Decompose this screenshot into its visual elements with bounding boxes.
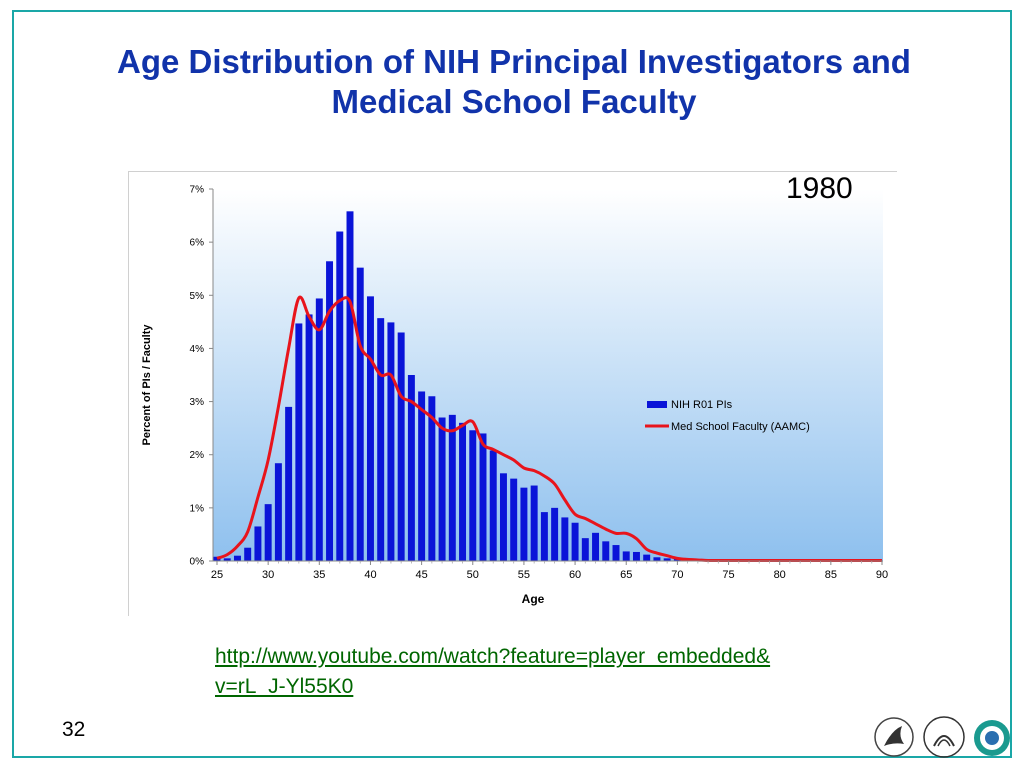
bar-age-51 [479,433,487,561]
bar-age-57 [540,512,548,561]
x-tick-label: 70 [671,569,683,581]
bar-age-48 [448,414,456,561]
bar-age-28 [244,547,252,561]
y-tick-label: 2% [190,450,205,461]
slide-title-line-2: Medical School Faculty [331,83,697,120]
bar-age-33 [295,323,303,561]
y-tick-label: 1% [190,503,205,514]
slide-frame: Age Distribution of NIH Principal Invest… [12,10,1012,758]
bar-age-68 [653,557,661,561]
logos [874,716,1010,758]
chart-container: 0% 1% 2% 3% 4% 5% 6% 7% 25 30 35 40 45 50 55 60 65 70 75 80… [128,171,897,616]
bar-age-43 [397,332,405,561]
age-distribution-chart: 0% 1% 2% 3% 4% 5% 6% 7% 25 30 35 40 45 50 55 60 65 70 75 80… [141,185,888,607]
legend-label-bars: NIH R01 PIs [671,399,733,411]
y-axis-label: Percent of PIs / Faculty [141,324,153,446]
bar-age-49 [459,422,467,561]
bar-age-31 [274,463,282,561]
legend: NIH R01 PIs Med School Faculty (AAMC) [645,399,810,433]
y-tick-label: 4% [190,344,205,355]
bar-age-54 [510,478,518,561]
bar-age-46 [428,396,436,561]
bar-age-55 [520,487,528,561]
bar-age-63 [602,541,610,561]
nih-logo [923,716,965,758]
y-tick-label: 0% [190,557,205,568]
x-tick-label: 85 [825,569,837,581]
bar-age-25 [213,556,221,561]
x-tick-label: 50 [467,569,479,581]
oer-logo [974,720,1010,756]
bar-age-56 [530,485,538,561]
x-tick-label: 90 [876,569,888,581]
plot-area-background [213,189,883,561]
bar-age-30 [264,504,272,561]
bar-age-41 [377,318,385,561]
bar-age-47 [438,417,446,561]
bar-age-44 [407,375,415,561]
x-tick-label: 30 [262,569,274,581]
bar-age-66 [632,551,640,561]
x-tick-label: 25 [211,569,223,581]
legend-swatch-bars [647,401,667,408]
x-tick-label: 45 [415,569,427,581]
bar-age-50 [469,430,477,561]
line-med-school-faculty [216,295,882,563]
x-tick-label: 60 [569,569,581,581]
x-tick-label: 35 [313,569,325,581]
slide-title-line-1: Age Distribution of NIH Principal Invest… [117,43,911,80]
bar-age-45 [418,391,426,561]
x-tick-label: 80 [774,569,786,581]
bar-age-67 [643,554,651,561]
bar-age-60 [571,522,579,561]
bar-age-29 [254,526,262,561]
bar-age-42 [387,322,395,561]
bar-age-61 [581,538,589,561]
x-tick-label: 75 [722,569,734,581]
legend-label-line: Med School Faculty (AAMC) [671,421,810,433]
bar-age-26 [223,558,231,561]
y-tick-label: 3% [190,397,205,408]
x-axis-label: Age [522,592,545,606]
page-number: 32 [62,718,86,741]
bar-age-27 [233,555,241,561]
bar-age-70 [673,558,681,561]
bar-age-62 [592,532,600,561]
bar-age-38 [346,211,354,561]
bar-age-59 [561,517,569,561]
year-label: 1980 [786,172,853,205]
slide-title: Age Distribution of NIH Principal Invest… [14,42,1014,122]
bar-age-34 [305,314,313,561]
bar-age-36 [326,261,334,561]
x-tick-label: 65 [620,569,632,581]
youtube-link[interactable]: http://www.youtube.com/watch?feature=pla… [215,645,771,698]
bar-age-39 [356,267,364,561]
bar-age-35 [315,298,323,561]
y-tick-label: 5% [190,291,205,302]
y-tick-label: 6% [190,238,205,249]
bar-age-58 [551,507,559,561]
bar-age-64 [612,545,620,561]
bar-age-40 [366,296,374,561]
bar-age-69 [663,558,671,561]
bar-age-32 [285,406,293,561]
bar-age-65 [622,551,630,561]
bar-age-53 [499,473,507,561]
bar-age-52 [489,450,497,561]
y-tick-label: 7% [190,185,205,196]
bar-age-37 [336,231,344,561]
hhs-logo [874,717,914,757]
x-tick-label: 40 [364,569,376,581]
x-tick-label: 55 [518,569,530,581]
